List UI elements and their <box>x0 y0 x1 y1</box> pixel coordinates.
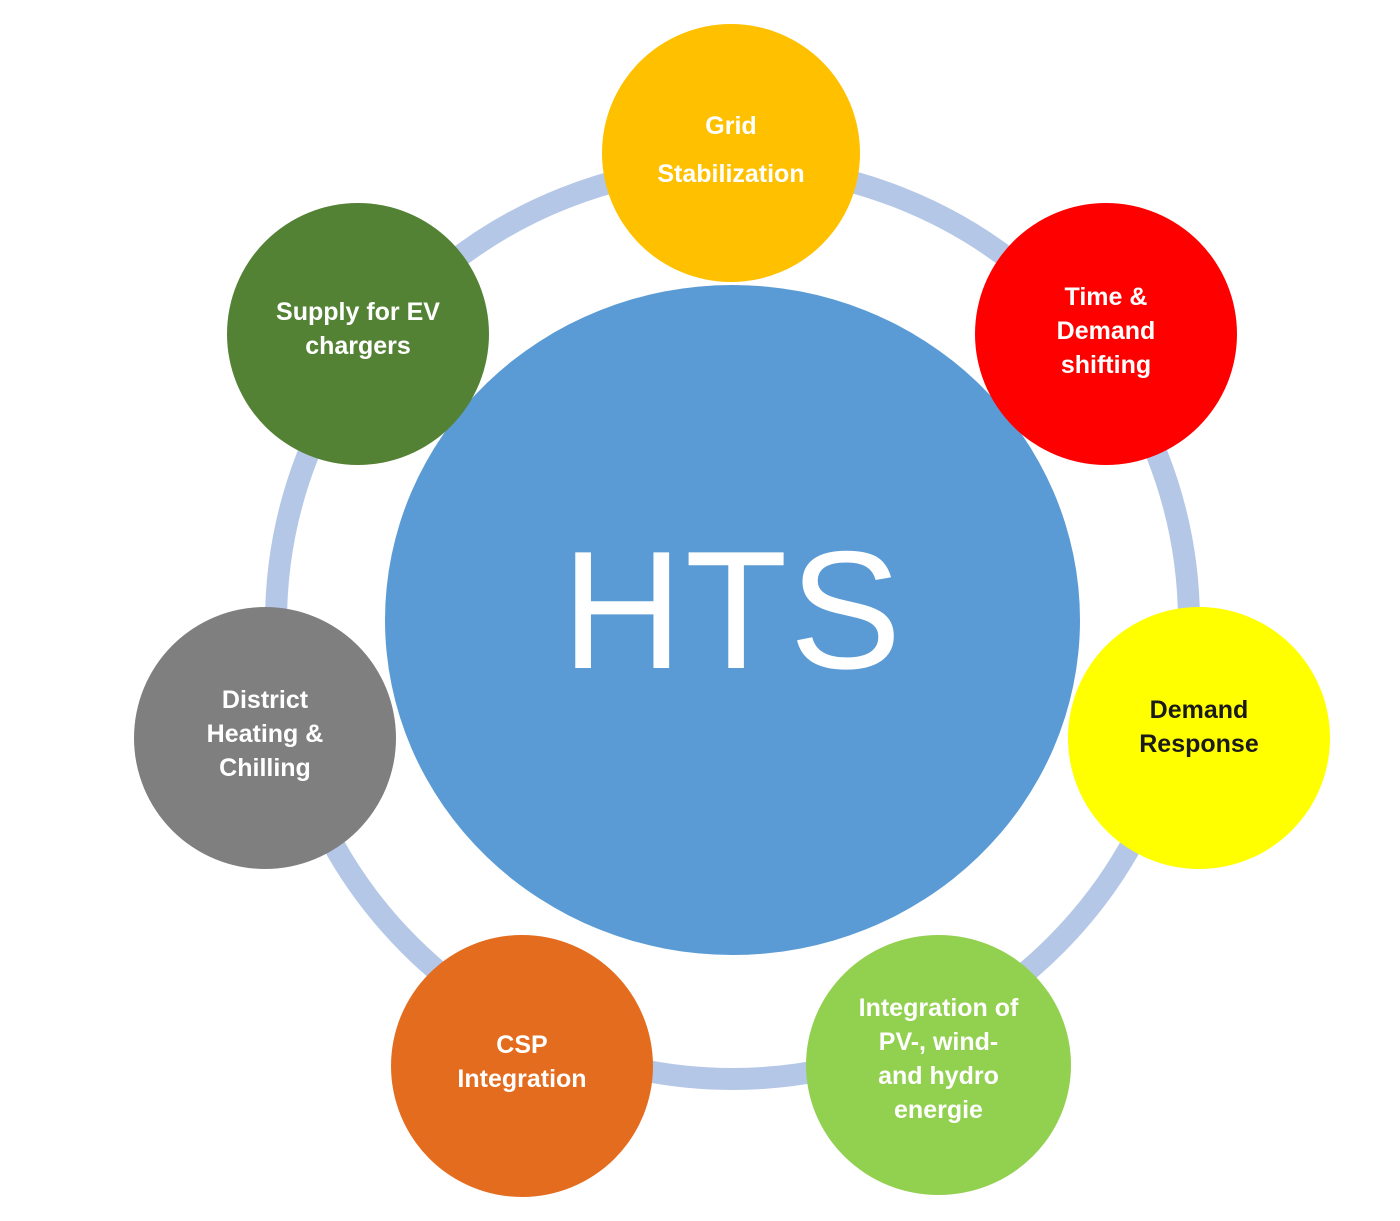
center-hub[interactable]: HTS <box>385 285 1080 955</box>
node-label: District Heating & Chilling <box>206 686 324 782</box>
node-grid-stabilization[interactable]: Grid Stabilization <box>602 24 860 282</box>
node-label: Grid Stabilization <box>657 112 805 188</box>
node-label: Supply for EV chargers <box>276 298 440 360</box>
node-demand-response[interactable]: Demand Response <box>1068 607 1330 869</box>
node-label: Time & Demand shifting <box>1056 283 1156 379</box>
node-district-heating-chilling[interactable]: District Heating & Chilling <box>134 607 396 869</box>
node-label: Demand Response <box>1139 696 1259 758</box>
node-csp-integration[interactable]: CSP Integration <box>391 935 653 1197</box>
node-time-demand-shifting[interactable]: Time & Demand shifting <box>975 203 1237 465</box>
node-renewables-integration[interactable]: Integration of PV-, wind- and hydro ener… <box>806 935 1071 1195</box>
center-label: HTS <box>561 516 904 704</box>
node-label: CSP Integration <box>457 1031 587 1093</box>
node-ev-chargers[interactable]: Supply for EV chargers <box>227 203 489 465</box>
node-label: Integration of PV-, wind- and hydro ener… <box>858 994 1019 1124</box>
